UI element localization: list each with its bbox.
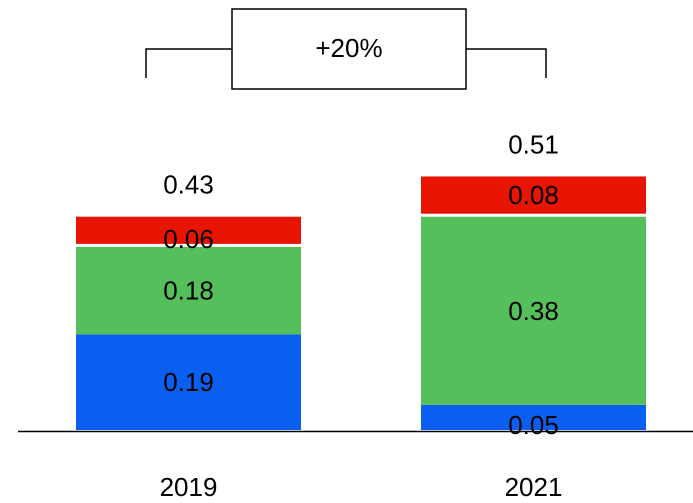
category-tick-label: 2021 [505,472,563,502]
growth-bracket-left [145,48,232,78]
labels-layer: 0.19 0.18 0.06 0.43 2019 0.05 0.38 0.08 0.51 2021 [160,129,563,502]
bar-segment [76,216,301,244]
segment-value-label: 0.19 [163,367,214,397]
category-tick-label: 2019 [160,472,218,502]
segment-value-label: 0.38 [508,296,559,326]
bar-segment [421,176,646,214]
bar-segment [421,404,646,430]
growth-annotation-text: +20% [315,33,382,63]
segment-value-label: 0.08 [508,180,559,210]
bar-segment [421,216,646,405]
bars-layer [76,176,646,430]
growth-annotation: +20% [145,8,547,90]
segment-value-label: 0.18 [163,276,214,306]
segment-value-label: 0.05 [508,410,559,440]
bar-segment [76,246,301,335]
growth-bracket-right [466,48,547,78]
growth-annotation-box [231,8,467,90]
bar-segment [76,334,301,430]
segment-value-label: 0.06 [163,224,214,254]
total-value-label: 0.43 [163,170,214,200]
total-value-label: 0.51 [508,129,559,159]
